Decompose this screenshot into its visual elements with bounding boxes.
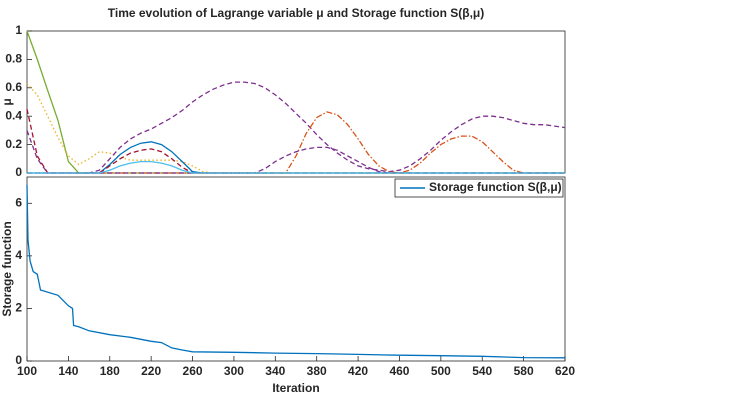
x-tick-label: 140: [58, 364, 78, 378]
series-line: [27, 160, 565, 174]
y-axis-label: μ: [0, 98, 14, 105]
x-tick-label: 180: [100, 364, 120, 378]
y-tick-label: 0: [15, 165, 22, 179]
x-tick-label: 540: [472, 364, 492, 378]
x-tick-label: 460: [389, 364, 409, 378]
x-tick-label: 620: [555, 364, 575, 378]
y-tick-label: 4: [15, 248, 22, 262]
y-tick-label: 1: [15, 23, 22, 37]
x-tick-label: 300: [224, 364, 244, 378]
plot-area: [26, 176, 566, 362]
y-tick-label: 0: [15, 353, 22, 367]
y-tick-label: 0.4: [5, 108, 22, 122]
y-tick-label: 0.6: [5, 80, 22, 94]
y-axis-label: Storage function: [0, 221, 14, 316]
x-tick-label: 340: [265, 364, 285, 378]
x-tick-label: 380: [307, 364, 327, 378]
x-tick-label: 420: [348, 364, 368, 378]
x-tick-label: 580: [514, 364, 534, 378]
chart-title: Time evolution of Lagrange variable μ an…: [108, 6, 485, 20]
legend-box: [394, 178, 564, 198]
series-line: [26, 184, 566, 359]
x-tick-label: 260: [183, 364, 203, 378]
x-tick-label: 500: [431, 364, 451, 378]
x-tick-label: 220: [141, 364, 161, 378]
plot-area: [26, 30, 566, 174]
x-axis-label: Iteration: [272, 381, 319, 395]
y-tick-label: 2: [15, 301, 22, 315]
y-tick-label: 0.2: [5, 137, 22, 151]
y-tick-label: 6: [15, 195, 22, 209]
legend-label: Storage function S(β,μ): [429, 180, 562, 194]
x-tick-label: 100: [17, 364, 37, 378]
y-tick-label: 0.8: [5, 52, 22, 66]
